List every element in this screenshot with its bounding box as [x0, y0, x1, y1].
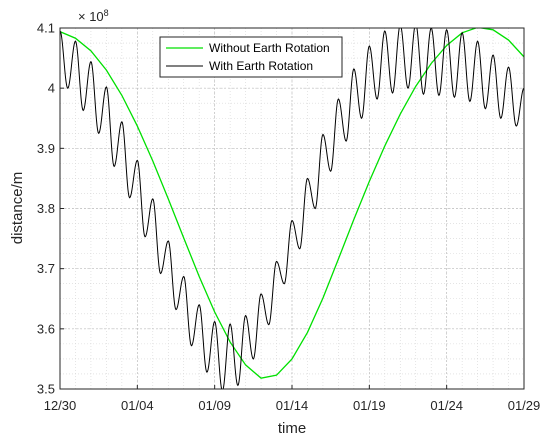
y-tick-label: 3.7 — [37, 261, 55, 276]
x-tick-label: 01/14 — [276, 398, 309, 413]
y-axis-ticks: 3.5 3.6 3.7 3.8 3.9 4 4.1 — [37, 21, 64, 397]
x-tick-label: 12/30 — [44, 398, 77, 413]
series-without-earth-rotation — [60, 28, 524, 379]
legend: Without Earth Rotation With Earth Rotati… — [159, 36, 343, 78]
x-tick-label: 01/19 — [353, 398, 386, 413]
y-exponent-label: × 108 — [78, 8, 109, 24]
y-tick-label: 3.5 — [37, 382, 55, 397]
legend-box — [159, 36, 343, 78]
x-axis-ticks: 12/30 01/04 01/09 01/14 01/19 01/24 01/29 — [44, 385, 541, 413]
series-with-earth-rotation — [60, 28, 524, 389]
y-axis-title: distance/m — [9, 172, 26, 245]
x-tick-label: 01/29 — [508, 398, 541, 413]
legend-label-with-rotation: With Earth Rotation — [209, 59, 313, 73]
x-tick-label: 01/04 — [121, 398, 154, 413]
y-tick-label: 4 — [48, 81, 55, 96]
y-tick-label: 4.1 — [37, 21, 55, 36]
x-tick-label: 01/09 — [198, 398, 231, 413]
legend-label-without-rotation: Without Earth Rotation — [209, 41, 330, 55]
x-tick-label: 01/24 — [430, 398, 463, 413]
x-axis-title: time — [278, 420, 306, 437]
y-tick-label: 3.6 — [37, 321, 55, 336]
y-tick-label: 3.9 — [37, 141, 55, 156]
y-tick-label: 3.8 — [37, 201, 55, 216]
series-layer — [60, 28, 524, 389]
